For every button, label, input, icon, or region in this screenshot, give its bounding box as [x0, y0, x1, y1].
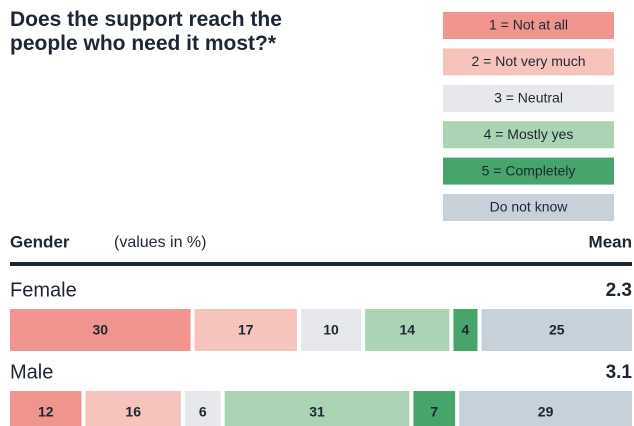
value-label: 30 — [93, 322, 109, 338]
bar-segment — [10, 391, 82, 426]
legend-label: 1 = Not at all — [489, 17, 568, 33]
value-label: 7 — [430, 404, 438, 420]
value-label: 14 — [399, 322, 415, 338]
legend-swatch — [443, 157, 614, 185]
value-label: 29 — [538, 404, 554, 420]
legend-swatch — [443, 84, 614, 112]
bar-segment — [194, 309, 297, 351]
legend-swatch — [443, 12, 614, 39]
value-label: 31 — [309, 404, 325, 420]
legend-label: 5 = Completely — [482, 162, 576, 178]
bar-segment — [85, 391, 181, 426]
chart-title: Does the support reach the people who ne… — [10, 8, 282, 55]
value-label: 25 — [549, 322, 565, 338]
bar-segment — [184, 391, 221, 426]
category-label: Male — [10, 361, 53, 383]
legend-label: Do not know — [490, 199, 569, 215]
value-label: 10 — [323, 322, 339, 338]
value-label: 12 — [38, 404, 54, 420]
bar-segment — [413, 391, 456, 426]
legend-label: 2 = Not very much — [472, 53, 586, 69]
note: (values in %) — [114, 234, 206, 251]
legend-label: 3 = Neutral — [494, 90, 563, 106]
value-label: 4 — [462, 322, 470, 338]
category-label: Female — [10, 279, 77, 301]
value-label: 16 — [125, 404, 141, 420]
bar-segment — [10, 309, 191, 351]
bar-segment — [453, 309, 478, 351]
mean-value: 2.3 — [606, 280, 632, 301]
mean-header: Mean — [589, 232, 632, 251]
mean-value: 3.1 — [606, 362, 633, 383]
legend-label: 4 = Mostly yes — [484, 126, 574, 142]
legend-swatch — [443, 121, 614, 149]
bar-segment — [300, 309, 362, 351]
legend-swatch — [443, 48, 614, 76]
value-label: 17 — [238, 322, 254, 338]
bar-segment — [365, 309, 450, 351]
legend-swatch — [443, 194, 614, 221]
bar-segment — [224, 391, 410, 426]
value-label: 6 — [199, 404, 207, 420]
header-rule — [10, 262, 632, 266]
bar-segment — [481, 309, 632, 351]
bar-segment — [459, 391, 632, 426]
axis-label: Gender — [10, 232, 70, 251]
